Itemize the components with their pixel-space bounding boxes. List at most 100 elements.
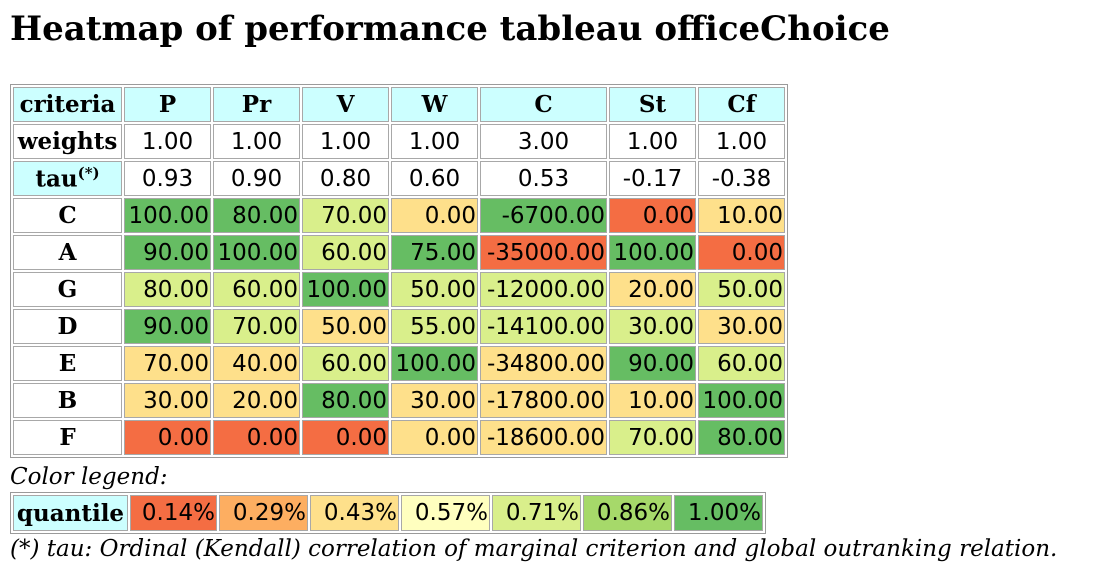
legend-swatch: 0.86% (583, 495, 672, 531)
heat-cell: 70.00 (213, 309, 300, 344)
heat-cell: 0.00 (391, 198, 478, 233)
color-legend: quantile 0.14% 0.29% 0.43% 0.57% 0.71% 0.86% 1… (10, 492, 766, 534)
heat-cell: 10.00 (698, 198, 785, 233)
heat-cell: 90.00 (124, 235, 211, 270)
criterion-header: P (124, 87, 211, 122)
alternative-row: D 90.00 70.00 50.00 55.00 -14100.00 30.00 30.00 (13, 309, 785, 344)
heat-cell: 80.00 (698, 420, 785, 455)
heat-cell: 60.00 (302, 346, 389, 381)
tau-cell: -0.17 (609, 161, 696, 196)
tau-cell: 0.90 (213, 161, 300, 196)
legend-label: quantile (13, 495, 128, 531)
tau-cell: 0.53 (480, 161, 607, 196)
criterion-header: Pr (213, 87, 300, 122)
weight-cell: 1.00 (391, 124, 478, 159)
heatmap-table: criteria P Pr V W C St Cf weights 1.00 1.00 1.00 1.0… (10, 84, 788, 458)
criterion-header: W (391, 87, 478, 122)
heat-cell: 75.00 (391, 235, 478, 270)
heat-cell: 0.00 (609, 198, 696, 233)
alternative-label: A (13, 235, 122, 270)
tau-cell: -0.38 (698, 161, 785, 196)
legend-swatch: 0.43% (310, 495, 399, 531)
legend-swatch: 0.57% (401, 495, 490, 531)
heat-cell: 80.00 (213, 198, 300, 233)
heat-cell: -6700.00 (480, 198, 607, 233)
alternative-row: G 80.00 60.00 100.00 50.00 -12000.00 20.00 50.0… (13, 272, 785, 307)
heat-cell: 0.00 (213, 420, 300, 455)
weight-cell: 1.00 (124, 124, 211, 159)
tau-label-text: tau (35, 165, 78, 193)
heat-cell: 30.00 (609, 309, 696, 344)
heat-cell: 30.00 (124, 383, 211, 418)
tau-marker: (*) (77, 164, 100, 183)
legend-swatch: 0.29% (219, 495, 308, 531)
tau-cell: 0.80 (302, 161, 389, 196)
heat-cell: 50.00 (698, 272, 785, 307)
heat-cell: 50.00 (391, 272, 478, 307)
tau-cell: 0.93 (124, 161, 211, 196)
weight-cell: 3.00 (480, 124, 607, 159)
heat-cell: 70.00 (124, 346, 211, 381)
weights-label: weights (13, 124, 122, 159)
heat-cell: 80.00 (124, 272, 211, 307)
heat-cell: 100.00 (391, 346, 478, 381)
heat-cell: -18600.00 (480, 420, 607, 455)
alternative-row: F 0.00 0.00 0.00 0.00 -18600.00 70.00 80.00 (13, 420, 785, 455)
heat-cell: 90.00 (609, 346, 696, 381)
legend-swatch: 1.00% (674, 495, 763, 531)
heat-cell: 0.00 (302, 420, 389, 455)
alternative-row: A 90.00 100.00 60.00 75.00 -35000.00 100.00 0.0… (13, 235, 785, 270)
heat-cell: 100.00 (124, 198, 211, 233)
heat-cell: 80.00 (302, 383, 389, 418)
legend-caption: Color legend: (10, 464, 168, 490)
heat-cell: 70.00 (302, 198, 389, 233)
weight-cell: 1.00 (213, 124, 300, 159)
criteria-row: criteria P Pr V W C St Cf (13, 87, 785, 122)
heat-cell: 10.00 (609, 383, 696, 418)
heat-cell: 100.00 (609, 235, 696, 270)
weight-cell: 1.00 (302, 124, 389, 159)
heat-cell: -17800.00 (480, 383, 607, 418)
legend-row: quantile 0.14% 0.29% 0.43% 0.57% 0.71% 0.86% 1… (13, 495, 763, 531)
weight-cell: 1.00 (698, 124, 785, 159)
legend-swatch: 0.14% (130, 495, 217, 531)
footnote: (*) tau: Ordinal (Kendall) correlation o… (10, 536, 1058, 562)
weights-row: weights 1.00 1.00 1.00 1.00 3.00 1.00 1.00 (13, 124, 785, 159)
heat-cell: -14100.00 (480, 309, 607, 344)
alternative-label: B (13, 383, 122, 418)
heat-cell: 60.00 (213, 272, 300, 307)
heat-cell: 60.00 (302, 235, 389, 270)
alternative-label: F (13, 420, 122, 455)
heat-cell: 100.00 (213, 235, 300, 270)
alternative-row: B 30.00 20.00 80.00 30.00 -17800.00 10.00 100.0… (13, 383, 785, 418)
weight-cell: 1.00 (609, 124, 696, 159)
heat-cell: 0.00 (124, 420, 211, 455)
heat-cell: 100.00 (302, 272, 389, 307)
alternative-label: E (13, 346, 122, 381)
criterion-header: Cf (698, 87, 785, 122)
heat-cell: 40.00 (213, 346, 300, 381)
heat-cell: -34800.00 (480, 346, 607, 381)
legend-swatch: 0.71% (492, 495, 581, 531)
criterion-header: C (480, 87, 607, 122)
tau-cell: 0.60 (391, 161, 478, 196)
heat-cell: 60.00 (698, 346, 785, 381)
page-title: Heatmap of performance tableau officeCho… (10, 9, 890, 49)
heat-cell: 0.00 (698, 235, 785, 270)
alternative-label: G (13, 272, 122, 307)
heat-cell: 50.00 (302, 309, 389, 344)
heat-cell: 100.00 (698, 383, 785, 418)
heat-cell: 70.00 (609, 420, 696, 455)
heat-cell: -35000.00 (480, 235, 607, 270)
alternative-row: E 70.00 40.00 60.00 100.00 -34800.00 90.00 60.0… (13, 346, 785, 381)
alternative-label: C (13, 198, 122, 233)
heat-cell: -12000.00 (480, 272, 607, 307)
heat-cell: 20.00 (609, 272, 696, 307)
alternative-label: D (13, 309, 122, 344)
alternative-row: C 100.00 80.00 70.00 0.00 -6700.00 0.00 10.00 (13, 198, 785, 233)
criterion-header: V (302, 87, 389, 122)
heat-cell: 90.00 (124, 309, 211, 344)
tau-row: tau(*) 0.93 0.90 0.80 0.60 0.53 -0.17 -0.38 (13, 161, 785, 196)
corner-label: criteria (13, 87, 122, 122)
heat-cell: 0.00 (391, 420, 478, 455)
